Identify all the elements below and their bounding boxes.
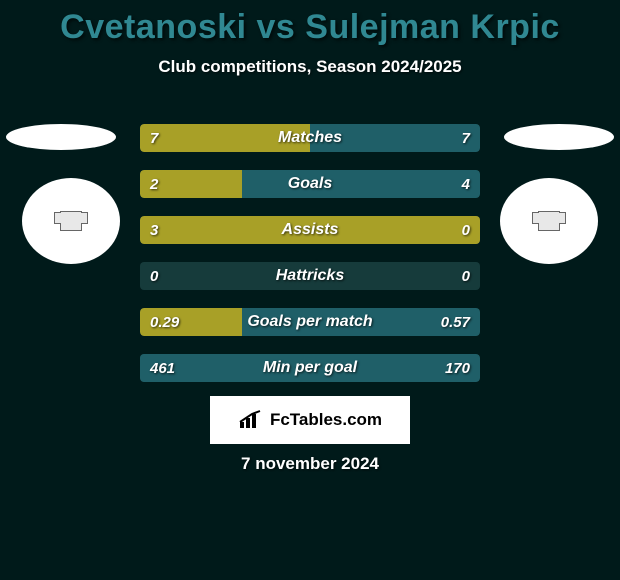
player-right-avatar — [500, 178, 598, 264]
stat-value-right: 0 — [462, 262, 470, 290]
stat-row: Min per goal461 170 — [140, 354, 480, 382]
stat-value-left: 0.29 — [150, 308, 179, 336]
stat-row: Matches7 7 — [140, 124, 480, 152]
stat-label: Hattricks — [140, 262, 480, 290]
stat-row: Hattricks0 0 — [140, 262, 480, 290]
stat-value-left: 2 — [150, 170, 158, 198]
subtitle: Club competitions, Season 2024/2025 — [0, 57, 620, 77]
stat-row: Goals per match0.29 0.57 — [140, 308, 480, 336]
source-badge-text: FcTables.com — [270, 410, 382, 430]
chart-icon — [238, 410, 266, 430]
stat-row: Goals2 4 — [140, 170, 480, 198]
stat-row: Assists3 0 — [140, 216, 480, 244]
stats-bars: Matches77Goals24Assists30Hattricks00Goal… — [140, 124, 480, 400]
stat-label: Goals per match — [140, 308, 480, 336]
stat-value-right: 4 — [462, 170, 470, 198]
source-badge: FcTables.com — [210, 396, 410, 444]
footer-date: 7 november 2024 — [0, 454, 620, 474]
stat-label: Assists — [140, 216, 480, 244]
stat-value-left: 0 — [150, 262, 158, 290]
stat-value-right: 0 — [462, 216, 470, 244]
jersey-icon — [60, 211, 82, 231]
stat-value-right: 0.57 — [441, 308, 470, 336]
stat-label: Matches — [140, 124, 480, 152]
stat-label: Goals — [140, 170, 480, 198]
stat-label: Min per goal — [140, 354, 480, 382]
stat-value-left: 461 — [150, 354, 175, 382]
player-left-ellipse — [6, 124, 116, 150]
player-right-ellipse — [504, 124, 614, 150]
jersey-icon — [538, 211, 560, 231]
stat-value-right: 7 — [462, 124, 470, 152]
stat-value-right: 170 — [445, 354, 470, 382]
player-left-avatar — [22, 178, 120, 264]
stat-value-left: 3 — [150, 216, 158, 244]
stat-value-left: 7 — [150, 124, 158, 152]
page-title: Cvetanoski vs Sulejman Krpic — [0, 0, 620, 47]
